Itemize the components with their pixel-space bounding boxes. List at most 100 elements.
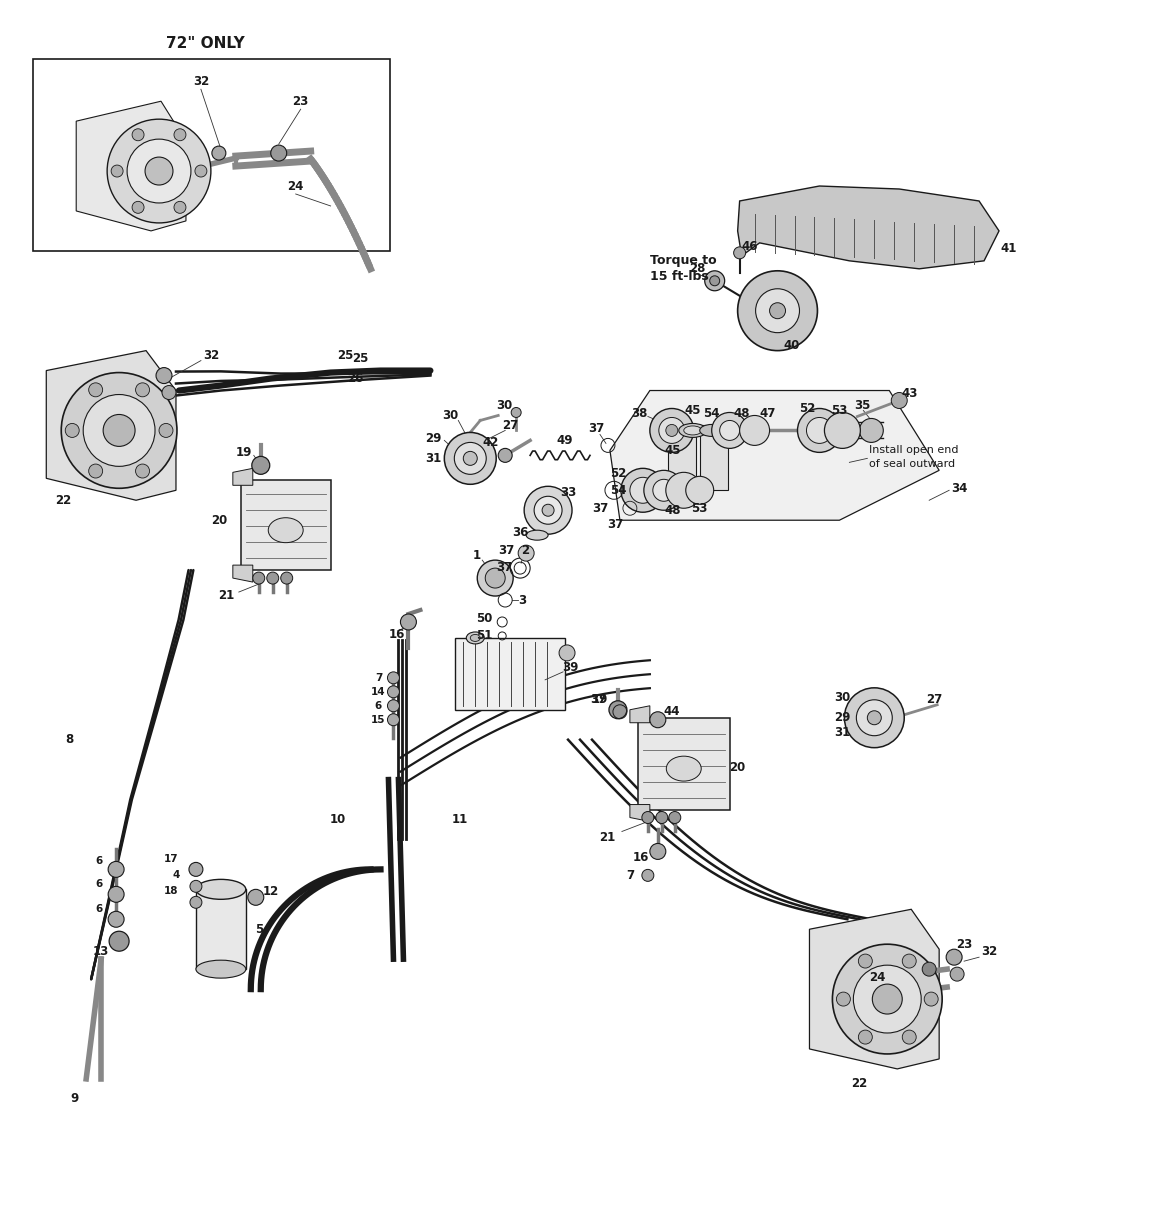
Circle shape: [189, 862, 203, 877]
Circle shape: [734, 247, 745, 259]
Circle shape: [844, 687, 905, 747]
Bar: [668, 426, 696, 490]
Text: 12: 12: [263, 884, 279, 898]
Bar: [700, 426, 728, 490]
Circle shape: [518, 545, 534, 561]
Circle shape: [837, 992, 851, 1007]
Circle shape: [485, 569, 505, 588]
Circle shape: [806, 417, 832, 444]
Circle shape: [857, 700, 892, 736]
Circle shape: [872, 985, 902, 1014]
Text: 29: 29: [834, 712, 851, 724]
Text: 9: 9: [70, 1092, 79, 1106]
Ellipse shape: [470, 635, 481, 641]
Text: 35: 35: [854, 399, 871, 412]
Text: 13: 13: [93, 944, 109, 958]
Circle shape: [89, 383, 103, 396]
Circle shape: [108, 887, 124, 903]
Circle shape: [388, 671, 400, 684]
Text: 20: 20: [211, 514, 227, 527]
Circle shape: [173, 128, 186, 141]
Circle shape: [867, 711, 881, 725]
Text: 28: 28: [689, 262, 706, 275]
Circle shape: [173, 202, 186, 213]
Circle shape: [107, 119, 211, 223]
Circle shape: [720, 421, 740, 440]
Circle shape: [524, 487, 572, 534]
Text: 51: 51: [476, 630, 492, 642]
Text: 18: 18: [164, 887, 178, 896]
Circle shape: [136, 464, 150, 478]
Text: 52: 52: [799, 402, 816, 415]
Circle shape: [212, 146, 226, 160]
Circle shape: [891, 393, 907, 408]
Circle shape: [770, 303, 785, 319]
Circle shape: [711, 412, 748, 449]
Text: 36: 36: [512, 526, 529, 538]
Ellipse shape: [667, 756, 701, 781]
Circle shape: [271, 146, 287, 161]
Text: 38: 38: [632, 407, 648, 419]
Text: 50: 50: [476, 613, 492, 625]
Text: 31: 31: [834, 726, 851, 739]
Circle shape: [559, 645, 575, 660]
Text: 17: 17: [164, 855, 178, 865]
Circle shape: [686, 476, 714, 504]
Circle shape: [666, 424, 677, 437]
Text: 24: 24: [870, 971, 886, 983]
Text: 3: 3: [518, 593, 526, 607]
Circle shape: [401, 614, 416, 630]
Circle shape: [858, 1030, 872, 1044]
Polygon shape: [629, 805, 649, 822]
Polygon shape: [233, 565, 253, 582]
Circle shape: [109, 931, 129, 951]
Circle shape: [642, 812, 654, 823]
Text: 31: 31: [425, 451, 442, 465]
Circle shape: [534, 497, 563, 525]
Text: 8: 8: [66, 734, 74, 746]
Text: 37: 37: [588, 422, 604, 435]
Circle shape: [444, 433, 496, 484]
Text: 21: 21: [599, 830, 615, 844]
Circle shape: [756, 289, 799, 333]
Circle shape: [463, 451, 477, 465]
Bar: [638, 718, 730, 810]
Text: 15: 15: [372, 714, 386, 725]
Text: 53: 53: [691, 501, 708, 515]
Circle shape: [253, 572, 265, 585]
Text: 33: 33: [560, 486, 577, 499]
Text: 15 ft-lbs: 15 ft-lbs: [649, 270, 709, 284]
Text: 24: 24: [287, 180, 304, 192]
Circle shape: [477, 560, 513, 596]
Text: 37: 37: [498, 544, 515, 556]
Circle shape: [609, 701, 627, 719]
Text: 30: 30: [496, 399, 512, 412]
Text: 4: 4: [172, 871, 179, 881]
Polygon shape: [810, 909, 939, 1069]
Text: Torque to: Torque to: [649, 254, 716, 268]
Text: 43: 43: [901, 386, 918, 400]
Circle shape: [704, 270, 724, 291]
Circle shape: [543, 504, 554, 516]
Bar: [196, 889, 246, 969]
Circle shape: [159, 423, 173, 438]
Text: 37: 37: [496, 560, 512, 574]
Ellipse shape: [196, 960, 246, 978]
Circle shape: [621, 468, 665, 512]
Circle shape: [649, 408, 694, 453]
Circle shape: [136, 383, 150, 396]
Circle shape: [666, 472, 702, 509]
Polygon shape: [46, 351, 176, 500]
Text: 22: 22: [55, 494, 71, 506]
Text: 1: 1: [472, 549, 481, 561]
Ellipse shape: [526, 531, 548, 541]
Text: 11: 11: [452, 813, 469, 826]
Circle shape: [740, 416, 770, 445]
Circle shape: [108, 911, 124, 927]
Circle shape: [281, 572, 293, 585]
Text: 30: 30: [834, 691, 851, 704]
Polygon shape: [629, 706, 649, 723]
Circle shape: [649, 712, 666, 728]
Circle shape: [656, 812, 668, 823]
Circle shape: [629, 477, 656, 503]
